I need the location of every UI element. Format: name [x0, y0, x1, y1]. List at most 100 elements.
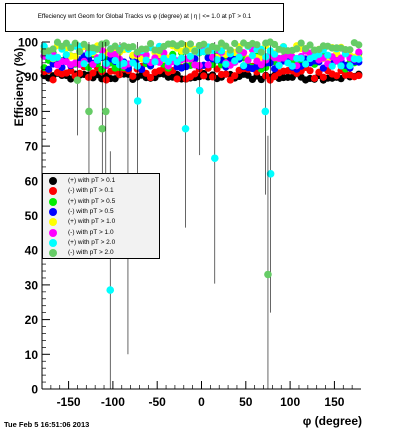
- data-point: [146, 40, 155, 48]
- data-point: [257, 48, 265, 56]
- legend-entry: (-) with pT > 0.5: [43, 207, 159, 217]
- data-point: [177, 40, 186, 48]
- data-point: [204, 61, 212, 69]
- data-point: [195, 61, 203, 70]
- data-point: [200, 40, 208, 48]
- footer-timestamp: Tue Feb 5 16:51:06 2013: [4, 420, 90, 429]
- data-point: [257, 61, 265, 69]
- data-point: [222, 60, 230, 68]
- y-tick-label: 20: [25, 313, 39, 327]
- data-point: [306, 67, 314, 75]
- y-tick-label: 40: [25, 244, 39, 258]
- data-point: [186, 40, 195, 48]
- data-point: [275, 61, 283, 70]
- data-point: [306, 41, 314, 49]
- data-point: [333, 72, 341, 80]
- legend-entry: (+) with pT > 0.1: [43, 176, 159, 186]
- data-point: [235, 45, 243, 54]
- legend-entry: (-) with pT > 2.0: [43, 248, 159, 258]
- data-point: [80, 60, 88, 68]
- data-point: [45, 65, 53, 73]
- legend-entry: (+) with pT > 0.5: [43, 197, 159, 207]
- data-point: [182, 47, 190, 55]
- data-point: [49, 45, 57, 53]
- data-point: [235, 53, 243, 61]
- data-point: [239, 62, 248, 70]
- data-point: [53, 53, 62, 61]
- data-point: [89, 69, 97, 77]
- data-point: [93, 45, 101, 53]
- data-point: [120, 59, 128, 67]
- data-point: [76, 48, 84, 56]
- y-tick-label: 30: [25, 278, 39, 292]
- y-tick-label: 0: [31, 383, 38, 397]
- data-point: [67, 44, 75, 52]
- y-tick-label: 90: [25, 70, 39, 84]
- data-point: [293, 45, 301, 53]
- y-tick-label: 80: [25, 105, 39, 119]
- data-point: [302, 60, 310, 68]
- outlier-point: [102, 107, 110, 116]
- legend-label: (-) with pT > 2.0: [68, 249, 114, 257]
- data-point: [204, 47, 212, 55]
- data-point: [71, 39, 79, 47]
- data-point: [355, 48, 363, 56]
- legend-marker: [49, 249, 57, 258]
- chart-title: Effeciency wrt Geom for Global Tracks vs…: [37, 13, 252, 20]
- legend-entry: (+) with pT > 2.0: [43, 238, 159, 248]
- legend-label: (-) with pT > 0.1: [68, 187, 114, 195]
- outlier-point: [106, 286, 115, 294]
- data-point: [133, 62, 141, 70]
- data-point: [173, 75, 181, 83]
- outlier-point: [264, 270, 272, 279]
- data-point: [262, 53, 270, 61]
- y-tick-label: 70: [25, 140, 39, 154]
- outlier-point: [181, 124, 190, 133]
- data-point: [177, 54, 186, 62]
- data-point: [129, 43, 137, 51]
- data-point: [271, 40, 279, 49]
- outlier-point: [210, 154, 219, 163]
- legend-marker: [49, 228, 57, 237]
- data-point: [164, 58, 172, 66]
- title-box: Effeciency wrt Geom for Global Tracks vs…: [5, 3, 284, 32]
- data-point: [297, 54, 305, 62]
- legend-marker: [49, 238, 57, 247]
- data-point: [62, 51, 70, 59]
- data-point: [248, 52, 257, 60]
- data-point: [169, 53, 177, 61]
- legend-entry: (+) with pT > 1.0: [43, 217, 159, 227]
- data-point: [310, 74, 319, 82]
- data-point: [208, 73, 217, 81]
- data-point: [213, 56, 221, 64]
- data-point: [231, 72, 239, 80]
- data-point: [142, 56, 150, 64]
- data-point: [355, 41, 363, 49]
- x-tick-label: 50: [239, 395, 253, 409]
- data-point: [129, 72, 137, 80]
- x-tick-label: -150: [57, 395, 81, 409]
- legend-label: (+) with pT > 0.5: [68, 197, 116, 205]
- data-point: [355, 71, 363, 80]
- x-tick-label: 0: [198, 395, 205, 409]
- legend-label: (-) with pT > 1.0: [68, 228, 114, 236]
- outlier-point: [98, 124, 107, 133]
- data-point: [319, 64, 327, 72]
- y-tick-label: 10: [25, 348, 39, 362]
- data-point: [288, 62, 296, 70]
- data-point: [226, 76, 234, 84]
- legend-entry: (-) with pT > 1.0: [43, 228, 159, 238]
- data-point: [200, 72, 208, 80]
- x-axis-label: φ (degree): [302, 414, 362, 428]
- data-point: [71, 53, 79, 61]
- data-point: [67, 67, 75, 75]
- data-point: [115, 71, 124, 79]
- data-point: [222, 70, 230, 78]
- data-point: [226, 46, 234, 54]
- legend-label: (+) with pT > 2.0: [68, 238, 116, 246]
- data-point: [62, 39, 70, 47]
- data-point: [84, 73, 93, 81]
- x-tick-label: 150: [324, 395, 344, 409]
- data-point: [271, 50, 279, 58]
- data-point: [102, 76, 110, 84]
